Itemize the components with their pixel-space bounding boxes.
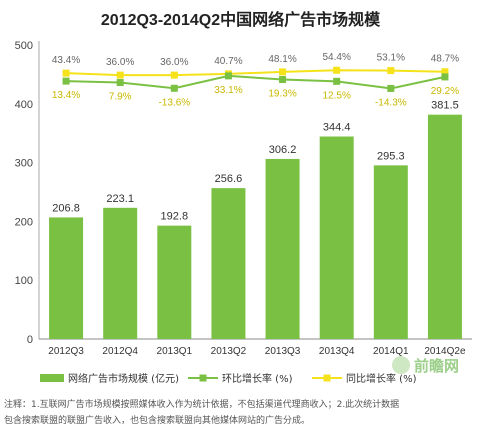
legend-swatch-yoy-marker	[323, 374, 331, 382]
yoy-growth-label: 40.7%	[214, 56, 242, 67]
bar-value-label: 256.6	[215, 173, 243, 185]
x-tick-label: 2013Q3	[265, 346, 301, 357]
watermark-text: 前瞻网	[414, 356, 460, 375]
y-tick-label: 0	[27, 334, 33, 346]
bar-2013Q2	[211, 188, 246, 339]
qoq-growth-label: 19.3%	[268, 89, 296, 100]
y-tick-label: 200	[15, 216, 33, 228]
bar-value-label: 306.2	[269, 144, 297, 156]
x-tick-label: 2014Q1	[373, 346, 409, 357]
qoq-growth-point	[279, 76, 287, 84]
qoq-growth-label: -13.6%	[158, 97, 190, 108]
x-tick-label: 2012Q3	[48, 346, 84, 357]
yoy-growth-point	[333, 66, 341, 74]
legend-label-yoy: 同比增长率 (%)	[346, 372, 417, 385]
watermark: 前瞻网	[392, 354, 478, 376]
qoq-growth-point	[224, 72, 232, 80]
qoq-growth-label: 12.5%	[323, 90, 351, 101]
yoy-growth-point	[170, 71, 178, 79]
qoq-growth-label: 33.1%	[214, 85, 242, 96]
bar-value-label: 295.3	[377, 150, 405, 162]
qoq-growth-point	[62, 77, 70, 85]
x-tick-label: 2013Q1	[157, 346, 193, 357]
qoq-growth-point	[387, 84, 395, 92]
qoq-growth-point	[170, 84, 178, 92]
bar-value-label: 381.5	[431, 100, 459, 112]
bar-2012Q4	[103, 207, 138, 339]
footnote-line-1: 注释：1.互联网广告市场规模按照媒体收入作为统计依据，不包括渠道代理商收入；2.…	[4, 400, 400, 410]
qoq-growth-point	[441, 73, 449, 81]
yoy-growth-label: 43.4%	[52, 55, 80, 66]
legend-swatch-qoq-marker	[199, 374, 207, 382]
y-tick-label: 400	[15, 99, 33, 111]
yoy-growth-label: 54.4%	[323, 52, 351, 63]
bar-value-label: 223.1	[106, 193, 134, 205]
bar-2014Q2e	[427, 114, 462, 339]
x-tick-label: 2013Q2	[211, 346, 247, 357]
bar-2013Q1	[157, 225, 192, 339]
qoq-growth-point	[333, 77, 341, 85]
yoy-growth-point	[387, 67, 395, 75]
yoy-growth-point	[116, 71, 124, 79]
yoy-growth-label: 48.1%	[268, 54, 296, 65]
yoy-growth-label: 36.0%	[106, 57, 134, 68]
x-tick-label: 2013Q4	[319, 346, 355, 357]
yoy-growth-label: 48.7%	[431, 54, 459, 65]
qoq-growth-line	[66, 74, 446, 90]
x-tick-label: 2012Q4	[102, 346, 138, 357]
chart-title: 2012Q3-2014Q2中国网络广告市场规模	[100, 12, 381, 29]
yoy-growth-label: 36.0%	[160, 57, 188, 68]
qoq-growth-label: 29.2%	[431, 86, 459, 97]
bar-2013Q3	[265, 158, 300, 339]
bar-value-label: 206.8	[52, 202, 80, 214]
y-tick-label: 100	[15, 275, 33, 287]
qoq-growth-label: -14.3%	[375, 97, 407, 108]
yoy-growth-point	[441, 68, 449, 76]
y-tick-label: 500	[15, 40, 33, 52]
watermark-logo-icon	[392, 356, 410, 374]
legend-label-bar: 网络广告市场规模 (亿元)	[68, 372, 179, 385]
legend-label-qoq: 环比增长率 (%)	[222, 372, 293, 385]
bar-2012Q3	[49, 217, 84, 339]
legend-swatch-bar	[40, 374, 64, 382]
bar-2014Q1	[373, 165, 408, 339]
qoq-growth-point	[116, 79, 124, 87]
bar-2013Q4	[319, 136, 354, 339]
bar-value-label: 192.8	[161, 211, 189, 223]
footnote: 注释：1.互联网广告市场规模按照媒体收入作为统计依据，不包括渠道代理商收入；2.…	[4, 397, 478, 429]
y-tick-label: 300	[15, 158, 33, 170]
qoq-growth-label: 13.4%	[52, 90, 80, 101]
bar-value-label: 344.4	[323, 121, 351, 133]
footnote-line-2: 包含搜索联盟的联盟广告收入，也包含搜索联盟向其他媒体网站的广告分成。	[4, 416, 311, 426]
yoy-growth-point	[279, 68, 287, 76]
yoy-growth-label: 53.1%	[377, 53, 405, 64]
x-tick-label: 2014Q2e	[424, 346, 466, 357]
yoy-growth-line	[66, 69, 445, 77]
qoq-growth-label: 7.9%	[109, 92, 132, 103]
yoy-growth-point	[62, 69, 70, 77]
